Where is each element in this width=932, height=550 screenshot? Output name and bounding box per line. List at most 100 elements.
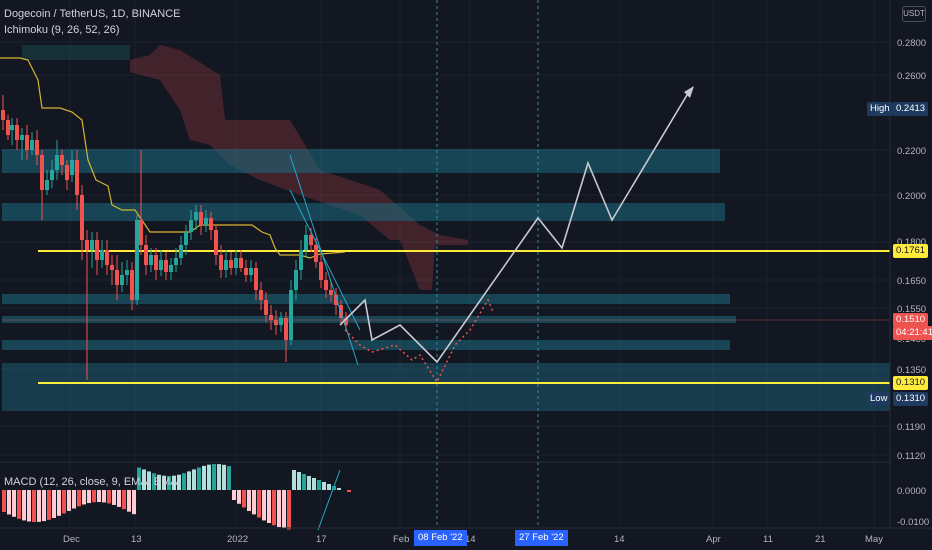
macd-bar (272, 490, 276, 526)
macd-bar (117, 490, 121, 507)
price-tick: 0.1350 (897, 365, 926, 376)
candle-body (45, 180, 49, 190)
candle-body (239, 258, 243, 268)
macd-legend[interactable]: MACD (12, 26, close, 9, EMA, EMA) (4, 476, 182, 488)
macd-bar (322, 482, 326, 490)
macd-bar (147, 471, 151, 490)
candle-body (169, 265, 173, 272)
candle-body (224, 260, 228, 270)
macd-bar (277, 490, 281, 528)
macd-bar (312, 478, 316, 490)
candle-body (15, 125, 19, 140)
candle-body (184, 232, 188, 245)
candle-body (294, 270, 298, 290)
macd-bar (77, 490, 81, 507)
macd-bar (262, 490, 266, 521)
candle-body (65, 165, 69, 180)
candle-body (269, 315, 273, 320)
time-tick: Feb (393, 534, 409, 545)
macd-bar (2, 490, 6, 512)
symbol-title[interactable]: Dogecoin / TetherUS, 1D, BINANCE (4, 8, 181, 20)
candle-body (259, 290, 263, 300)
candle-body (174, 258, 178, 265)
macd-tick: -0.0100 (897, 517, 929, 528)
time-tick: 17 (316, 534, 327, 545)
macd-bar (42, 490, 46, 522)
low-label: Low (867, 392, 891, 406)
candle-body (144, 245, 148, 265)
date-marker-tag[interactable]: 08 Feb '22 (414, 530, 467, 546)
candle-body (314, 245, 318, 262)
candle-body (204, 218, 208, 225)
candle-body (139, 220, 143, 245)
macd-bar (87, 490, 91, 504)
projection-path-main (339, 89, 691, 364)
time-axis[interactable]: Dec 13 2022 17 Feb 14 14 Apr 11 21 May (63, 534, 883, 545)
price-tick: 0.1120 (897, 451, 925, 462)
macd-bar (172, 475, 176, 490)
candle-body (289, 290, 293, 340)
macd-bar (207, 464, 211, 490)
macd-bar (217, 464, 221, 490)
candle-body (60, 155, 64, 165)
macd-bar (317, 480, 321, 490)
date-marker-tag[interactable]: 27 Feb '22 (515, 530, 568, 546)
candle-body (329, 290, 333, 295)
time-tick: 11 (763, 534, 773, 545)
candle-body (304, 235, 308, 250)
macd-bar (197, 467, 201, 490)
macd-bar (167, 475, 171, 490)
candle-body (1, 110, 5, 120)
macd-bar (67, 490, 71, 511)
time-tick: Dec (63, 534, 80, 545)
macd-bar (337, 488, 341, 490)
candle-body (80, 195, 84, 240)
price-tick: 0.1550 (897, 304, 926, 315)
indicator-legend[interactable]: Ichimoku (9, 26, 52, 26) (4, 24, 120, 36)
macd-bar (237, 490, 241, 504)
macd-bar (327, 484, 331, 490)
candle-body (20, 135, 24, 140)
macd-bar (347, 490, 351, 492)
candle-body (110, 265, 114, 270)
macd-bar (187, 471, 191, 490)
macd-histogram (2, 464, 351, 530)
candle-body (25, 135, 29, 150)
macd-bar (92, 490, 96, 503)
candle-body (30, 140, 34, 150)
candle-body (75, 160, 79, 195)
macd-bar (72, 490, 76, 509)
candle-body (70, 160, 74, 175)
candle-body (95, 240, 99, 260)
candle-body (234, 258, 238, 268)
candle-body (274, 320, 278, 325)
candle-body (50, 170, 54, 180)
candle-body (105, 250, 109, 265)
candle-body (229, 260, 233, 268)
candle-body (135, 220, 139, 300)
candle-body (6, 120, 10, 135)
candle-body (209, 218, 213, 230)
time-tick: 13 (131, 534, 142, 545)
macd-bar (212, 464, 216, 490)
macd-bar (297, 472, 301, 490)
date-markers (436, 0, 539, 528)
macd-bar (287, 490, 291, 530)
candle-body (90, 240, 94, 250)
candle-body (100, 250, 104, 260)
macd-bar (132, 490, 136, 515)
price-tick: 0.2000 (897, 191, 926, 202)
candle-body (35, 140, 39, 155)
time-tick: Apr (706, 534, 721, 545)
macd-bar (137, 467, 141, 490)
currency-button[interactable]: USDT (902, 6, 926, 22)
candle-body (219, 255, 223, 270)
macd-bar (52, 490, 56, 518)
low-value: 0.1310 (893, 392, 929, 406)
candle-body (115, 270, 119, 285)
macd-bar (47, 490, 51, 520)
candle-body (164, 260, 168, 272)
price-tick: 0.2800 (897, 38, 926, 49)
price-tick: 0.1650 (897, 276, 926, 287)
